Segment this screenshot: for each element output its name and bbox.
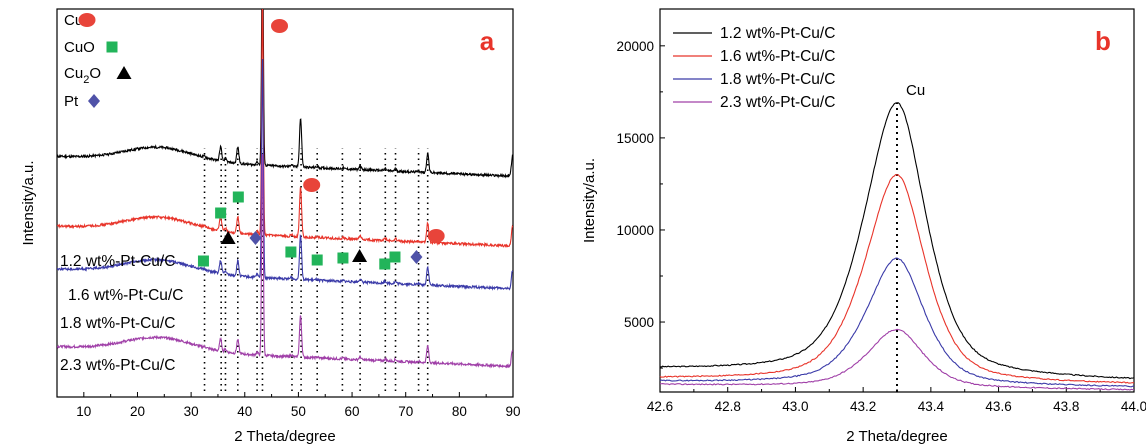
series-label-a: 1.6 wt%-Pt-Cu/C bbox=[68, 287, 183, 304]
phase-marker-cuo bbox=[197, 255, 209, 267]
y-axis-label-b: Intensity/a.u. bbox=[581, 158, 598, 243]
x-tick-label-a: 10 bbox=[76, 404, 91, 419]
legend-label-a: Cu bbox=[64, 12, 83, 29]
spectrum-line bbox=[57, 153, 513, 369]
legend-tspan: O bbox=[89, 65, 101, 82]
phase-marker-cu2o bbox=[352, 249, 368, 262]
plot-frame-b bbox=[659, 8, 1135, 393]
series-label-a: 1.8 wt%-Pt-Cu/C bbox=[60, 315, 175, 332]
x-tick-label-b: 42.8 bbox=[715, 399, 741, 414]
xrd-curve bbox=[659, 328, 1135, 391]
x-axis-label-b: 2 Theta/degree bbox=[846, 428, 947, 445]
panel-label-b: b bbox=[1095, 26, 1111, 56]
y-tick-label-b: 20000 bbox=[616, 39, 654, 54]
legend-marker-a bbox=[106, 41, 118, 53]
phase-marker-pt bbox=[249, 231, 262, 245]
legend-tspan: Cu bbox=[64, 65, 83, 82]
legend-label-b: 2.3 wt%-Pt-Cu/C bbox=[720, 94, 835, 111]
series-label-a: 1.2 wt%-Pt-Cu/C bbox=[60, 253, 175, 270]
legend-label-a: Pt bbox=[64, 93, 79, 110]
y-tick-label-b: 5000 bbox=[624, 315, 654, 330]
spectrum-line bbox=[57, 9, 513, 179]
x-tick-label-b: 44.0 bbox=[1121, 399, 1146, 414]
x-axis-label-a: 2 Theta/degree bbox=[234, 428, 335, 445]
phase-marker-cuo bbox=[215, 207, 227, 219]
legend-label-a: Cu2O bbox=[64, 65, 101, 86]
legend-tspan: 2 bbox=[83, 74, 89, 86]
legend-label-a: CuO bbox=[64, 39, 95, 56]
spectrum-line bbox=[57, 58, 513, 291]
xrd-curve bbox=[659, 102, 1135, 380]
phase-marker-cuo bbox=[379, 258, 391, 270]
x-tick-label-a: 30 bbox=[184, 404, 199, 419]
x-tick-label-a: 60 bbox=[345, 404, 360, 419]
phase-marker-cuo bbox=[311, 254, 323, 266]
legend-marker-a bbox=[116, 66, 132, 79]
x-tick-label-a: 40 bbox=[237, 404, 252, 419]
y-tick-label-b: 15000 bbox=[616, 131, 654, 146]
legend-label-b: 1.2 wt%-Pt-Cu/C bbox=[720, 25, 835, 42]
phase-marker-cu2o bbox=[220, 231, 236, 244]
series-label-a: 2.3 wt%-Pt-Cu/C bbox=[60, 357, 175, 374]
legend-label-b: 1.6 wt%-Pt-Cu/C bbox=[720, 48, 835, 65]
xrd-curve bbox=[659, 257, 1135, 388]
x-tick-label-b: 43.6 bbox=[985, 399, 1011, 414]
legend-marker-a bbox=[88, 94, 100, 108]
phase-marker-cu bbox=[427, 229, 445, 243]
y-axis-label-a: Intensity/a.u. bbox=[20, 160, 37, 245]
spectrum-line bbox=[57, 9, 513, 249]
panel-a: 10 20 30 40 50 60 70 80 90 2 Theta/degree Intensit… bbox=[20, 8, 521, 445]
phase-marker-cuo bbox=[389, 251, 401, 263]
plot-frame-a bbox=[56, 8, 514, 398]
x-tick-label-a: 20 bbox=[130, 404, 145, 419]
x-tick-label-b: 43.0 bbox=[782, 399, 808, 414]
x-tick-label-b: 43.4 bbox=[918, 399, 945, 414]
legend-b: 1.2 wt%-Pt-Cu/C 1.6 wt%-Pt-Cu/C 1.8 wt%-Pt… bbox=[673, 25, 835, 111]
x-tick-label-a: 90 bbox=[505, 404, 520, 419]
x-tick-label-b: 43.2 bbox=[850, 399, 876, 414]
x-tick-label-b: 42.6 bbox=[647, 399, 673, 414]
phase-marker-pt bbox=[410, 250, 423, 264]
x-tick-label-a: 80 bbox=[452, 404, 467, 419]
panel-label-a: a bbox=[480, 26, 495, 56]
x-tick-label-b: 43.8 bbox=[1053, 399, 1079, 414]
phase-marker-cu bbox=[303, 178, 321, 192]
xrd-curve bbox=[659, 173, 1135, 384]
legend-label-b: 1.8 wt%-Pt-Cu/C bbox=[720, 71, 835, 88]
phase-marker-cuo bbox=[337, 252, 349, 264]
x-tick-label-a: 70 bbox=[398, 404, 413, 419]
peak-annotation: Cu bbox=[906, 82, 925, 99]
x-tick-label-a: 50 bbox=[291, 404, 306, 419]
phase-marker-cuo bbox=[232, 191, 244, 203]
panel-b: 42.6 42.8 43.0 43.2 43.4 43.6 43.8 44.0 5000 1000… bbox=[581, 8, 1146, 445]
phase-marker-cuo bbox=[285, 246, 297, 258]
phase-marker-cu bbox=[271, 19, 289, 33]
legend-marker-a bbox=[78, 13, 96, 27]
y-tick-label-b: 10000 bbox=[616, 223, 654, 238]
